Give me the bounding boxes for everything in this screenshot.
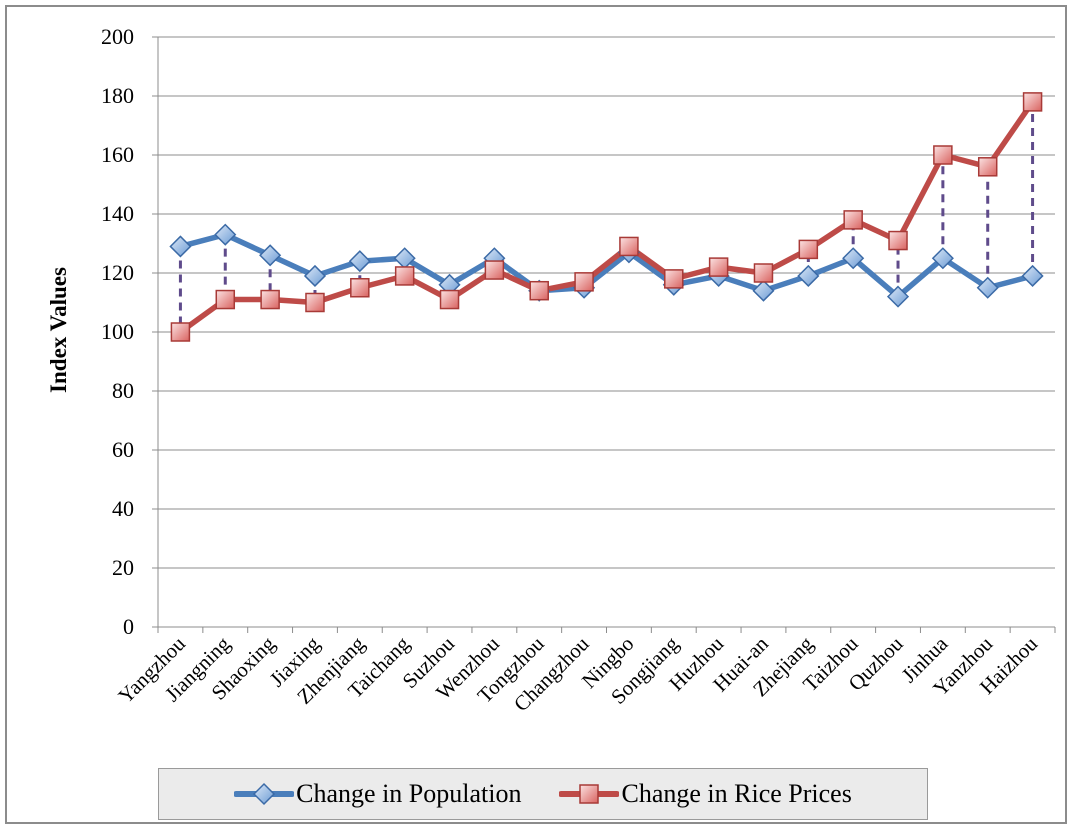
point-rice-prices-taichang [394, 266, 415, 286]
y-axis-label: Index Values [46, 267, 71, 393]
point-rice-prices-taizhou [843, 210, 863, 230]
point-population-zhejiang [797, 264, 820, 288]
point-population-zhenjiang [348, 250, 371, 273]
y-tick-label-60: 60 [112, 437, 134, 462]
legend-swatch-population [234, 782, 295, 806]
point-rice-prices-quzhou [888, 230, 908, 251]
point-population-jiangning [214, 223, 237, 246]
point-rice-prices-jinhua [933, 145, 953, 165]
point-rice-prices-zhejiang [798, 239, 819, 260]
y-tick-label-100: 100 [101, 319, 134, 344]
point-population-quzhou [886, 285, 910, 308]
point-rice-prices-jiangning [215, 289, 236, 310]
point-rice-prices-huzhou [708, 257, 729, 277]
point-population-jiaxing [303, 264, 327, 288]
y-tick-label-200: 200 [101, 24, 134, 49]
legend-label-population: Change in Population [296, 779, 522, 808]
point-rice-prices-wenzhou [484, 260, 505, 280]
legend: Change in Population Change in Rice Pric… [158, 768, 928, 820]
point-rice-prices-shaoxing [260, 289, 280, 310]
point-rice-prices-changzhou [574, 272, 594, 292]
chart-frame [5, 5, 1067, 824]
y-tick-label-140: 140 [101, 201, 134, 226]
point-rice-prices-jiaxing [305, 292, 325, 313]
y-tick-label-160: 160 [101, 142, 134, 167]
legend-entry-rice-prices: Change in Rice Prices [559, 779, 852, 809]
point-rice-prices-yangzhou [170, 322, 191, 342]
point-population-taizhou [842, 247, 865, 270]
point-population-shaoxing [259, 244, 282, 267]
y-tick-label-80: 80 [112, 378, 134, 403]
point-population-haizhou [1021, 264, 1044, 288]
point-rice-prices-songjiang [664, 269, 684, 289]
y-tick-label-120: 120 [101, 260, 134, 285]
legend-label-rice-prices: Change in Rice Prices [621, 779, 852, 808]
point-population-yangzhou [169, 235, 192, 258]
point-population-yanzhou [976, 276, 999, 299]
point-rice-prices-ningbo [619, 236, 639, 257]
y-tick-label-180: 180 [101, 83, 134, 108]
point-rice-prices-suzhou [439, 289, 460, 310]
y-tick-label-40: 40 [112, 496, 134, 521]
y-tick-label-20: 20 [112, 555, 134, 580]
legend-swatch-rice-prices [559, 784, 620, 804]
point-rice-prices-zhenjiang [350, 278, 370, 298]
point-rice-prices-tongzhou [529, 280, 549, 301]
legend-entry-population: Change in Population [234, 779, 521, 809]
point-rice-prices-haizhou [1022, 92, 1043, 112]
point-population-huai-an [752, 279, 775, 302]
point-rice-prices-huai-an [753, 263, 774, 283]
point-rice-prices-yanzhou [977, 157, 998, 177]
y-tick-label-0: 0 [123, 614, 134, 639]
point-population-jinhua [931, 247, 954, 270]
